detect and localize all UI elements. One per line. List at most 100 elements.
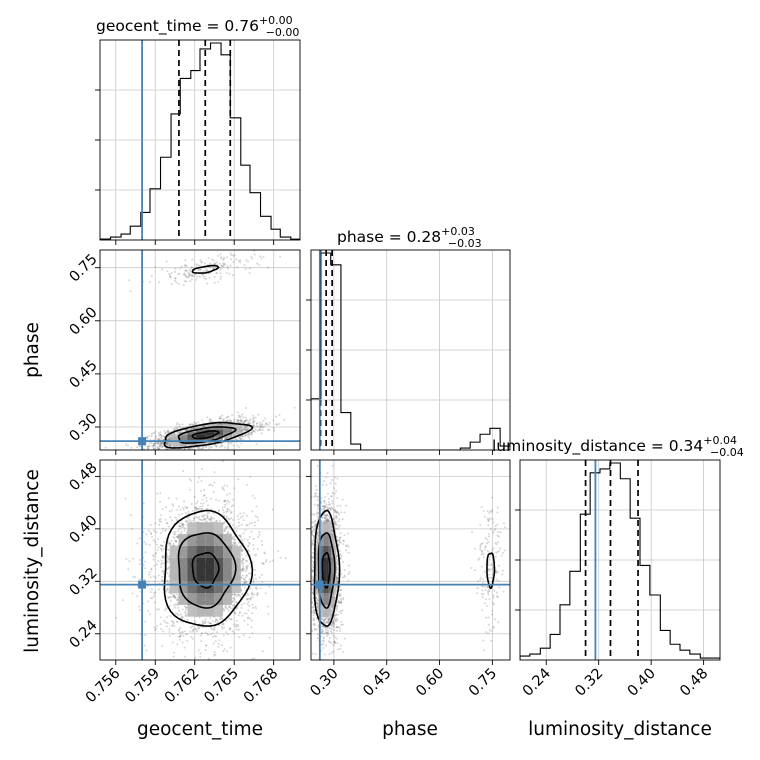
sample-point xyxy=(204,649,207,652)
density-cell xyxy=(214,429,224,433)
sample-point xyxy=(261,423,264,426)
sample-point xyxy=(179,635,182,638)
sample-point xyxy=(167,438,170,441)
sample-point xyxy=(166,443,169,446)
sample-point xyxy=(209,418,212,421)
sample-point xyxy=(163,547,166,550)
sample-point xyxy=(195,508,198,511)
sample-point xyxy=(147,529,150,532)
sample-point xyxy=(190,503,193,506)
sample-point xyxy=(264,423,267,426)
sample-point xyxy=(166,548,169,551)
sample-point xyxy=(259,428,262,431)
sample-point xyxy=(240,442,243,445)
sample-point xyxy=(220,257,223,260)
sample-point xyxy=(228,518,231,521)
sample-point xyxy=(247,572,250,575)
sample-point xyxy=(245,407,248,410)
sample-point xyxy=(245,581,248,584)
sample-point xyxy=(205,269,208,272)
sample-point xyxy=(202,446,205,449)
sample-point xyxy=(161,451,163,453)
sample-point xyxy=(146,445,149,448)
sample-point xyxy=(215,271,218,274)
sample-point xyxy=(159,433,162,436)
sample-point xyxy=(252,430,255,433)
sample-point xyxy=(205,268,208,271)
sample-point xyxy=(215,261,218,264)
sample-point xyxy=(229,646,232,649)
sample-point xyxy=(254,586,257,589)
sample-point xyxy=(231,600,234,603)
sample-point xyxy=(266,605,269,608)
sample-point xyxy=(202,275,205,278)
sample-point xyxy=(199,505,202,508)
sample-point xyxy=(245,427,248,430)
sample-point xyxy=(231,537,234,540)
sample-point xyxy=(238,436,241,439)
sample-point xyxy=(177,536,180,539)
sample-point xyxy=(174,279,177,282)
sample-point xyxy=(219,417,222,420)
sample-point xyxy=(255,425,258,428)
sample-point xyxy=(171,623,174,626)
sample-point xyxy=(182,273,185,276)
sample-point xyxy=(198,476,201,479)
sample-point xyxy=(237,478,240,481)
sample-point xyxy=(157,538,160,541)
grid xyxy=(311,250,510,450)
sample-point xyxy=(240,415,243,418)
sample-point xyxy=(166,522,169,525)
sample-point xyxy=(222,264,225,267)
sample-point xyxy=(189,423,192,426)
sample-point xyxy=(246,260,249,263)
sample-point xyxy=(184,274,187,277)
sample-point xyxy=(214,640,217,643)
sample-point xyxy=(152,555,155,558)
density-layer xyxy=(115,460,287,660)
sample-point xyxy=(173,595,176,598)
sample-point xyxy=(252,547,255,550)
sample-point xyxy=(193,517,196,520)
sample-point xyxy=(246,429,249,432)
x-tick-label-geocent-time: 0.759 xyxy=(122,666,163,707)
sample-point xyxy=(201,623,204,626)
sample-point xyxy=(186,450,188,452)
sample-point xyxy=(236,444,239,447)
sample-point xyxy=(104,446,107,449)
sample-point xyxy=(183,529,186,532)
density-cell xyxy=(187,437,197,440)
sample-point xyxy=(167,591,170,594)
sample-point xyxy=(174,516,177,519)
sample-point xyxy=(172,535,175,538)
sample-point xyxy=(164,431,167,434)
sample-point xyxy=(206,512,209,515)
sample-point xyxy=(255,588,258,591)
x-tick-label-luminosity-distance: 0.48 xyxy=(677,666,711,700)
sample-point xyxy=(205,644,208,647)
sample-point xyxy=(158,438,161,441)
sample-point xyxy=(226,532,229,535)
sample-point xyxy=(172,655,175,658)
sample-point xyxy=(185,609,188,612)
sample-point xyxy=(161,508,164,511)
sample-point xyxy=(213,512,216,515)
sample-point xyxy=(208,419,211,422)
sample-point xyxy=(232,498,235,501)
sample-point xyxy=(238,521,241,524)
sample-point xyxy=(175,423,178,426)
sample-point xyxy=(191,275,194,278)
sample-point xyxy=(197,264,200,267)
sample-point xyxy=(240,589,243,592)
sample-point xyxy=(227,419,230,422)
sample-point xyxy=(253,425,256,428)
sample-point xyxy=(157,588,160,591)
sample-point xyxy=(237,419,240,422)
sample-point xyxy=(165,590,168,593)
sample-point xyxy=(251,591,254,594)
sample-point xyxy=(152,539,155,542)
sample-point xyxy=(251,429,254,432)
sample-point xyxy=(189,626,192,629)
sample-point xyxy=(211,484,214,487)
sample-point xyxy=(250,431,253,434)
